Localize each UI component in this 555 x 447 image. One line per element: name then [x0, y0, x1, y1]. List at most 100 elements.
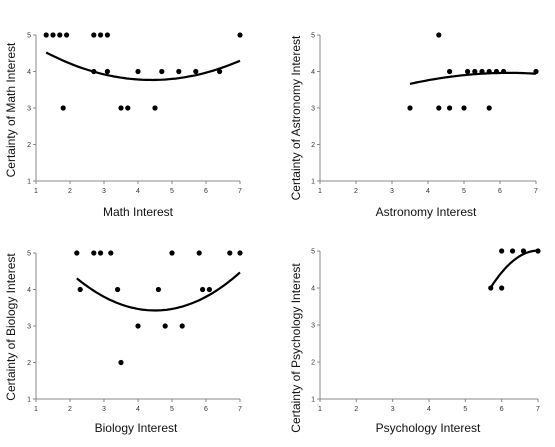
biology-data-point	[74, 250, 80, 256]
biology-data-point	[108, 250, 114, 256]
astronomy-x-tick-label: 6	[498, 188, 502, 195]
psychology-scatter-plot: Psychology Interest Certainty of Psychol…	[289, 248, 541, 435]
math-data-point	[91, 68, 97, 75]
biology-y-tick-label: 5	[27, 251, 31, 258]
astronomy-trend-line	[409, 71, 537, 85]
psychology-y-tick-label: 1	[311, 397, 315, 404]
astronomy-data-point	[447, 68, 453, 75]
psychology-x-tick-label: 6	[500, 406, 504, 413]
astronomy-x-tick-label: 7	[534, 188, 538, 195]
biology-x-tick-label: 3	[102, 406, 106, 413]
math-y-tick-label: 4	[27, 69, 31, 76]
astronomy-x-tick-label: 4	[426, 188, 430, 195]
math-x-axis-label: Math Interest	[103, 205, 174, 219]
psychology-data-point	[499, 285, 505, 291]
astronomy-data-point	[436, 105, 442, 111]
psychology-trend-line	[489, 249, 538, 289]
astronomy-y-tick-label: 1	[311, 179, 315, 186]
math-y-tick-label: 2	[27, 142, 31, 149]
math-data-point	[159, 68, 165, 75]
math-data-point	[135, 68, 141, 75]
biology-data-point	[98, 250, 104, 256]
astronomy-data-point	[447, 105, 453, 111]
psychology-y-tick-label: 2	[311, 360, 315, 367]
astronomy-x-axis-label: Astronomy Interest	[376, 205, 477, 219]
astronomy-data-point	[465, 68, 471, 75]
psychology-x-tick-label: 1	[318, 406, 322, 413]
psychology-x-tick-label: 3	[391, 406, 395, 413]
math-x-tick-label: 6	[204, 188, 208, 195]
math-x-tick-label: 2	[68, 188, 72, 195]
astronomy-x-tick-label: 1	[318, 188, 322, 195]
astronomy-data-point	[461, 105, 467, 111]
biology-x-tick-label: 4	[136, 406, 140, 413]
astronomy-data-point	[501, 68, 507, 75]
biology-data-point	[196, 250, 202, 256]
math-trend-line	[45, 51, 241, 82]
biology-data-point	[179, 323, 185, 329]
math-data-point	[43, 32, 49, 38]
biology-data-point	[200, 286, 206, 293]
biology-data-point	[206, 286, 212, 293]
math-data-point	[50, 32, 56, 38]
astronomy-y-tick-label: 2	[311, 142, 315, 149]
math-x-tick-label: 3	[102, 188, 106, 195]
astronomy-data-point	[436, 32, 442, 38]
math-data-point	[104, 68, 110, 75]
math-data-point	[217, 68, 223, 75]
astronomy-data-point	[486, 68, 492, 75]
biology-x-tick-label: 6	[204, 406, 208, 413]
biology-data-point	[155, 286, 161, 293]
astronomy-data-point	[533, 68, 539, 75]
math-data-point	[176, 68, 182, 75]
biology-trend-line	[76, 271, 241, 312]
psychology-data-point	[509, 248, 516, 254]
math-y-axis-label: Certainty of Math Interest	[4, 42, 18, 177]
astronomy-x-tick-label: 2	[354, 188, 358, 195]
psychology-x-tick-label: 5	[463, 406, 467, 413]
astronomy-y-tick-label: 3	[311, 106, 315, 113]
math-x-tick-label: 5	[170, 188, 174, 195]
biology-data-point	[118, 359, 124, 366]
biology-data-point	[135, 323, 141, 329]
astronomy-data-point	[486, 105, 492, 111]
astronomy-data-point	[407, 105, 413, 111]
astronomy-x-tick-label: 5	[462, 188, 466, 195]
math-data-point	[98, 32, 104, 38]
biology-data-point	[169, 250, 175, 256]
astronomy-y-tick-label: 4	[311, 69, 315, 76]
psychology-data-point	[499, 248, 505, 254]
psychology-x-tick-label: 2	[354, 406, 358, 413]
astronomy-data-point	[472, 68, 478, 75]
biology-x-tick-label: 7	[238, 406, 242, 413]
biology-y-tick-label: 2	[27, 360, 31, 367]
biology-y-tick-label: 1	[27, 397, 31, 404]
math-data-point	[64, 32, 70, 38]
math-scatter-plot: Math Interest Certainty of Math Interest…	[4, 32, 243, 219]
math-y-tick-label: 3	[27, 106, 31, 113]
math-data-point	[125, 105, 131, 111]
math-x-tick-label: 7	[238, 188, 242, 195]
psychology-y-tick-label: 3	[311, 323, 315, 330]
astronomy-y-axis-label: Certainty of Astronomy Interest	[289, 35, 303, 200]
math-data-point	[60, 105, 66, 111]
biology-data-point	[91, 250, 97, 256]
math-data-point	[57, 32, 63, 38]
astronomy-data-point	[479, 68, 485, 75]
psychology-y-axis-label: Certainty of Psychology Interest	[289, 263, 303, 433]
psychology-y-tick-label: 5	[311, 249, 315, 256]
biology-x-axis-label: Biology Interest	[95, 421, 178, 435]
math-data-point	[193, 68, 199, 75]
math-data-point	[118, 105, 124, 111]
astronomy-scatter-plot: Astronomy Interest Certainty of Astronom…	[289, 32, 539, 219]
biology-x-tick-label: 2	[68, 406, 72, 413]
math-data-point	[91, 32, 97, 38]
biology-data-point	[115, 286, 121, 293]
biology-y-axis-label: Certainty of Biology Interest	[4, 253, 18, 401]
biology-scatter-plot: Biology Interest Certainty of Biology In…	[4, 250, 243, 435]
psychology-data-point	[488, 285, 494, 291]
psychology-x-tick-label: 7	[536, 406, 540, 413]
psychology-y-tick-label: 4	[311, 286, 315, 293]
